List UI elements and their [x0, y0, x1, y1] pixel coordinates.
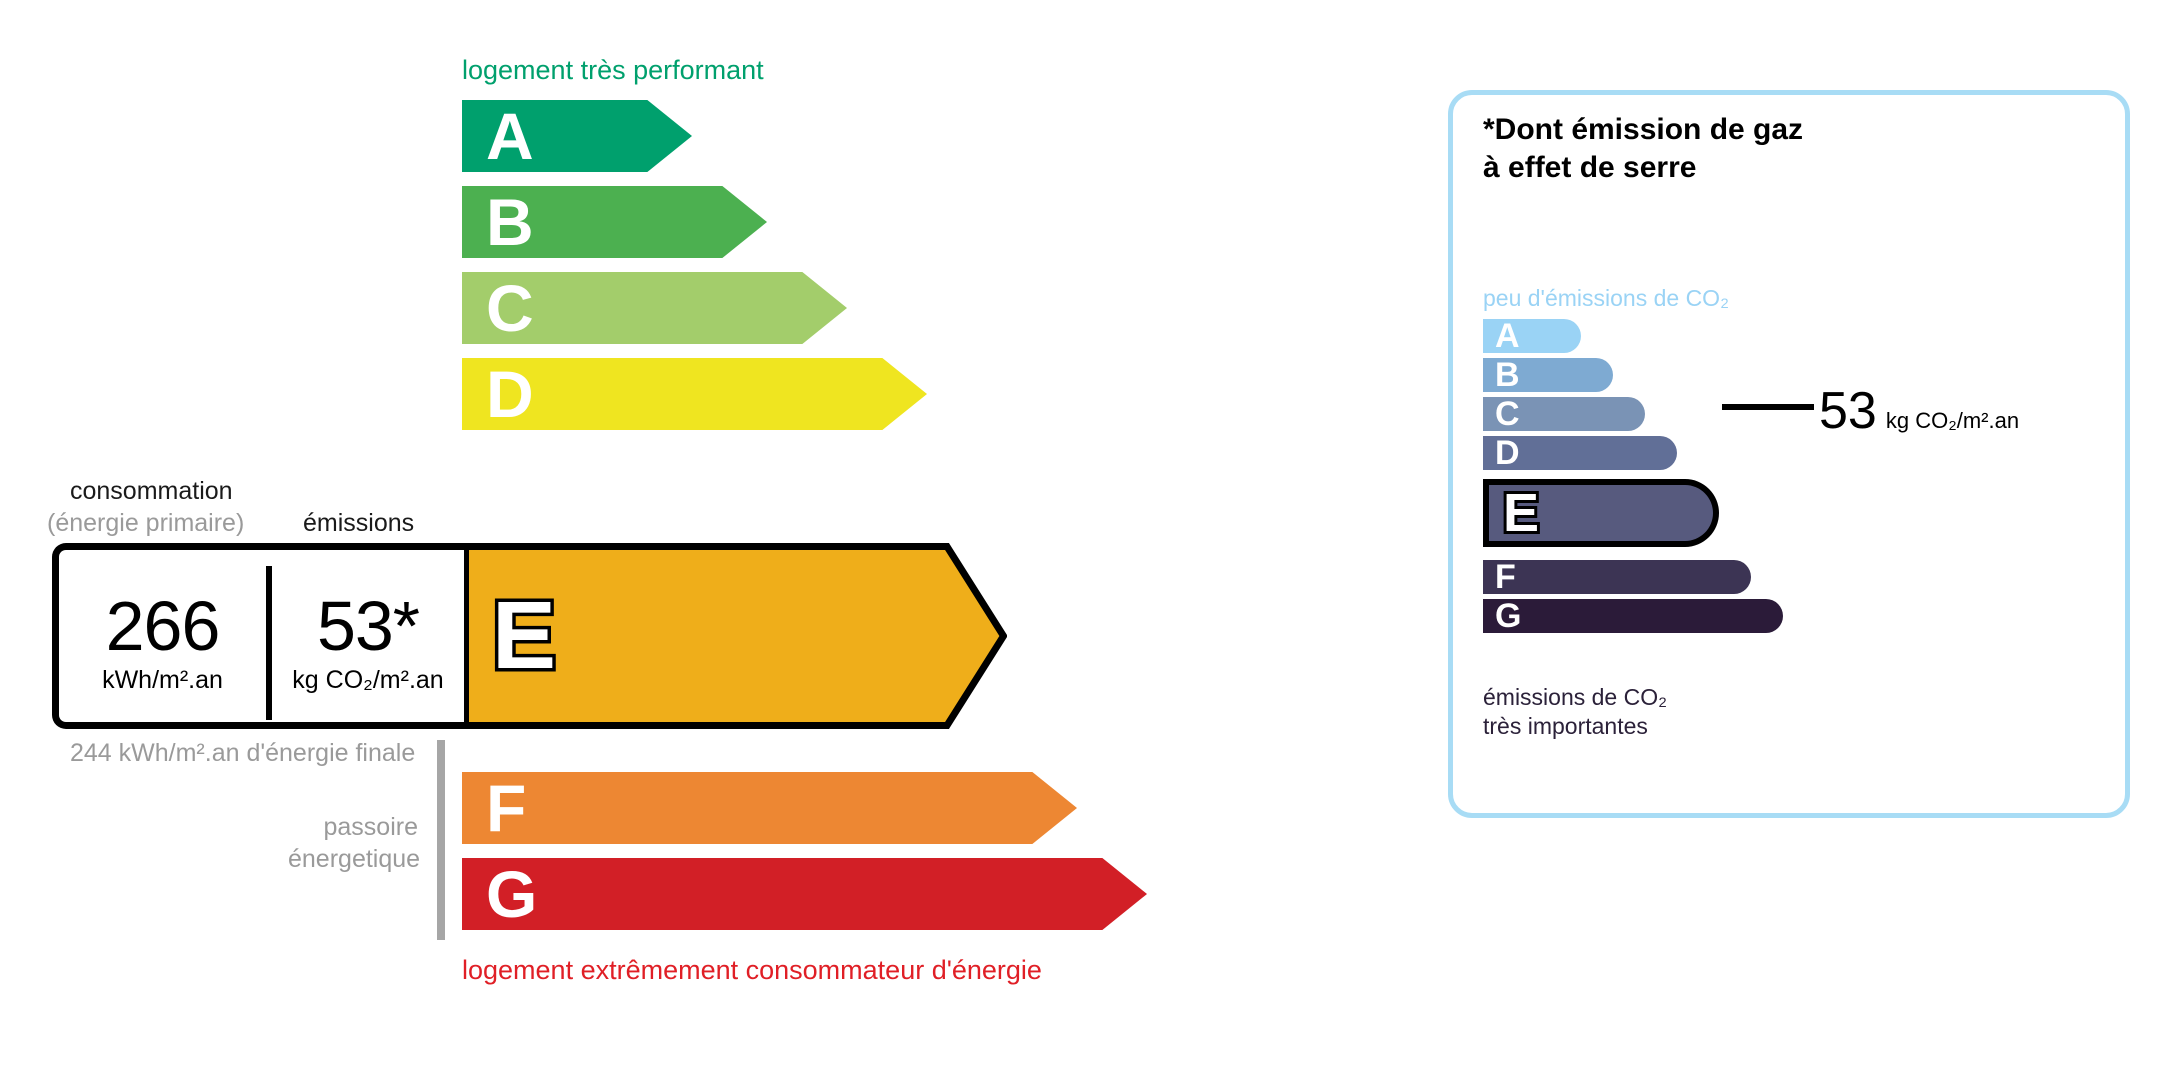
ges-callout-unit: kg CO₂/m².an: [1885, 408, 2020, 433]
emission-value-cell: 53* kg CO₂/m².an: [272, 568, 464, 720]
emissions-label: émissions: [303, 509, 415, 537]
ges-class-row-d: D: [1483, 436, 1677, 470]
energy-class-letter-g: G: [486, 857, 538, 931]
callout-leader-line: [1722, 404, 1814, 410]
greenhouse-gas-panel: *Dont émission de gaz à effet de serre p…: [1448, 90, 2130, 818]
ges-bar-e: E: [1483, 479, 1719, 547]
ges-class-row-c: C: [1483, 397, 1645, 431]
ges-class-letter-f: F: [1495, 558, 1516, 596]
consumption-value: 266: [105, 587, 221, 666]
emission-unit: kg CO₂/m².an: [292, 665, 444, 694]
consumption-unit: kWh/m².an: [102, 665, 223, 694]
ges-callout: 53 kg CO₂/m².an: [1722, 382, 2020, 440]
ges-callout-value: 53: [1819, 382, 1877, 440]
energy-class-row-g: G: [462, 858, 1147, 930]
energy-arrow-f: F: [462, 772, 1077, 844]
ges-class-row-b: B: [1483, 358, 1613, 392]
energy-arrow-a: A: [462, 100, 692, 172]
ges-bar-b: B: [1483, 358, 1613, 392]
energy-class-letter-a: A: [486, 99, 534, 173]
primary-energy-label: (énergie primaire): [47, 509, 245, 537]
energy-arrow-d: D: [462, 358, 927, 430]
energy-class-row-e: E: [462, 543, 1007, 729]
value-box-divider: [266, 566, 272, 720]
ges-bar-d: D: [1483, 436, 1677, 470]
consumption-label: consommation: [70, 477, 233, 505]
energy-class-letter-e: E: [488, 582, 559, 689]
ges-class-letter-c: C: [1495, 395, 1520, 433]
ges-bar-c: C: [1483, 397, 1645, 431]
ges-class-letter-a: A: [1495, 317, 1520, 355]
ges-class-letter-b: B: [1495, 356, 1520, 394]
ges-class-row-g: G: [1483, 599, 1783, 633]
ges-class-letter-g: G: [1495, 597, 1522, 635]
ges-panel-title: *Dont émission de gaz à effet de serre: [1483, 113, 1804, 185]
emission-value: 53*: [316, 587, 420, 666]
ges-class-row-f: F: [1483, 560, 1751, 594]
energy-arrow-g: G: [462, 858, 1147, 930]
energy-class-row-f: F: [462, 772, 1077, 844]
passoire-bracket: [437, 740, 445, 940]
ges-bar-a: A: [1483, 319, 1581, 353]
ges-class-row-e: E: [1483, 479, 1719, 547]
energy-class-row-b: B: [462, 186, 767, 258]
energy-class-row-a: A: [462, 100, 692, 172]
ges-bottom-caption: émissions de CO₂ très importantes: [1483, 684, 1668, 739]
energy-class-row-c: C: [462, 272, 847, 344]
value-box: 266 kWh/m².an 53* kg CO₂/m².an: [52, 543, 464, 729]
ges-class-letter-d: D: [1495, 434, 1520, 472]
energy-arrow-b: B: [462, 186, 767, 258]
energy-arrow-e: E: [462, 543, 1007, 729]
final-energy-note: 244 kWh/m².an d'énergie finale: [70, 739, 416, 767]
energy-top-caption: logement très performant: [462, 55, 764, 85]
ges-class-letter-e: E: [1500, 483, 1542, 543]
energy-arrow-c: C: [462, 272, 847, 344]
ges-top-caption: peu d'émissions de CO₂: [1483, 285, 1729, 311]
energy-class-row-d: D: [462, 358, 927, 430]
energy-bottom-caption: logement extrêmement consommateur d'éner…: [462, 955, 1042, 985]
energy-class-letter-f: F: [486, 771, 527, 845]
ges-bar-g: G: [1483, 599, 1783, 633]
consumption-value-cell: 266 kWh/m².an: [59, 568, 266, 720]
energy-class-letter-d: D: [486, 357, 534, 431]
ges-class-row-a: A: [1483, 319, 1581, 353]
ges-bar-f: F: [1483, 560, 1751, 594]
energy-class-letter-c: C: [486, 271, 534, 345]
energy-class-letter-b: B: [486, 185, 534, 259]
passoire-energetique-note: passoire énergetique: [288, 813, 421, 873]
